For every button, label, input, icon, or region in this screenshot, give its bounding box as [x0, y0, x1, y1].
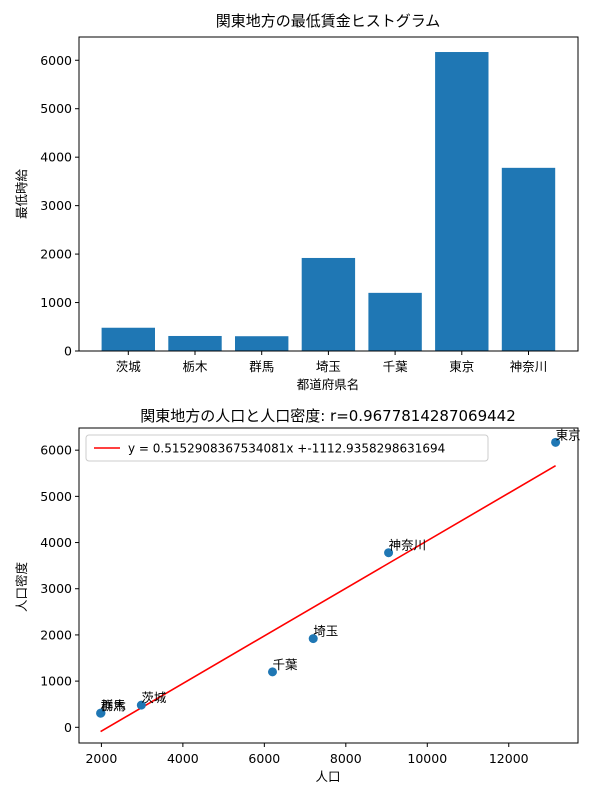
point-4 — [267, 667, 277, 677]
y-axis-ticks: 0 1000 2000 3000 4000 5000 6000 — [40, 53, 79, 359]
bar-4 — [368, 292, 422, 351]
fit-line-group — [100, 465, 556, 733]
y-tick-label: 0 — [64, 344, 72, 359]
x-axis-ticks: 2000 4000 6000 8000 10000 12000 — [85, 743, 529, 766]
chart1-x-axis-label: 都道府県名 — [297, 377, 360, 392]
bar-3 — [301, 257, 356, 351]
point-2 — [96, 708, 106, 718]
x-tick-label: 千葉 — [383, 359, 409, 374]
x-tick-label: 茨城 — [116, 359, 142, 374]
x-tick-label: 2000 — [85, 751, 117, 766]
plot-frame — [78, 427, 579, 744]
y-tick-label: 2000 — [40, 247, 72, 262]
point-6 — [384, 548, 394, 558]
chart2-y-axis-label: 人口密度 — [14, 562, 29, 613]
legend-entry: y = 0.5152908367534081x +-1112.935829863… — [128, 442, 445, 456]
y-tick-label: 6000 — [40, 53, 72, 68]
x-tick-label: 埼玉 — [316, 359, 341, 374]
legend-box — [85, 434, 489, 462]
point-annotation: 千葉 — [272, 657, 298, 672]
chart2-title: 関東地方の人口と人口密度: r=0.9677814287069442 — [140, 407, 516, 425]
point-annotation: 栃木 — [101, 698, 127, 713]
x-tick-label: 12000 — [489, 751, 529, 766]
chart1-y-axis-label: 最低時給 — [14, 169, 29, 220]
point-group — [96, 437, 561, 718]
x-axis-ticks: 茨城 栃木 群馬 埼玉 千葉 東京 神奈川 — [116, 351, 547, 374]
bar-5 — [435, 52, 489, 351]
point-0 — [136, 700, 146, 710]
y-tick-label: 4000 — [40, 535, 72, 550]
y-tick-label: 1000 — [40, 295, 72, 310]
y-tick-label: 0 — [64, 720, 72, 735]
y-tick-label: 6000 — [40, 443, 72, 458]
plot-frame — [78, 36, 579, 352]
bar-2 — [235, 336, 289, 351]
y-tick-label: 2000 — [40, 627, 72, 642]
y-tick-label: 1000 — [40, 674, 72, 689]
chart1-title: 関東地方の最低賃金ヒストグラム — [216, 12, 441, 30]
y-tick-label: 3000 — [40, 198, 72, 213]
bar-6 — [501, 167, 556, 351]
chart2-x-axis-label: 人口 — [315, 769, 340, 784]
point-annotation: 東京 — [556, 427, 581, 442]
point-3 — [308, 634, 318, 644]
fit-line — [100, 465, 556, 733]
x-tick-label: 群馬 — [249, 359, 274, 374]
y-tick-label: 5000 — [40, 101, 72, 116]
bar-0 — [101, 327, 155, 351]
y-tick-label: 3000 — [40, 581, 72, 596]
x-tick-label: 4000 — [167, 751, 199, 766]
x-tick-label: 神奈川 — [510, 359, 548, 374]
x-tick-label: 8000 — [330, 751, 362, 766]
scatter-chart: 関東地方の人口と人口密度: r=0.9677814287069442 茨城栃木群… — [14, 407, 581, 784]
x-tick-label: 栃木 — [182, 359, 208, 374]
bar-group — [101, 52, 556, 351]
x-tick-label: 6000 — [248, 751, 280, 766]
point-annotation: 埼玉 — [313, 624, 338, 639]
legend: y = 0.5152908367534081x +-1112.935829863… — [85, 434, 489, 462]
x-tick-label: 10000 — [407, 751, 447, 766]
point-annotation: 茨城 — [141, 690, 167, 705]
point-annotation: 群馬 — [101, 698, 126, 713]
bar-1 — [168, 335, 222, 351]
x-tick-label: 東京 — [449, 359, 474, 374]
point-5 — [551, 437, 561, 447]
point-annotation: 神奈川 — [389, 538, 427, 553]
y-tick-label: 5000 — [40, 489, 72, 504]
y-tick-label: 4000 — [40, 150, 72, 165]
y-axis-ticks: 0 1000 2000 3000 4000 5000 6000 — [40, 443, 79, 735]
bar-chart: 関東地方の最低賃金ヒストグラム 0 1000 2000 3000 4000 5000 600… — [14, 12, 579, 392]
